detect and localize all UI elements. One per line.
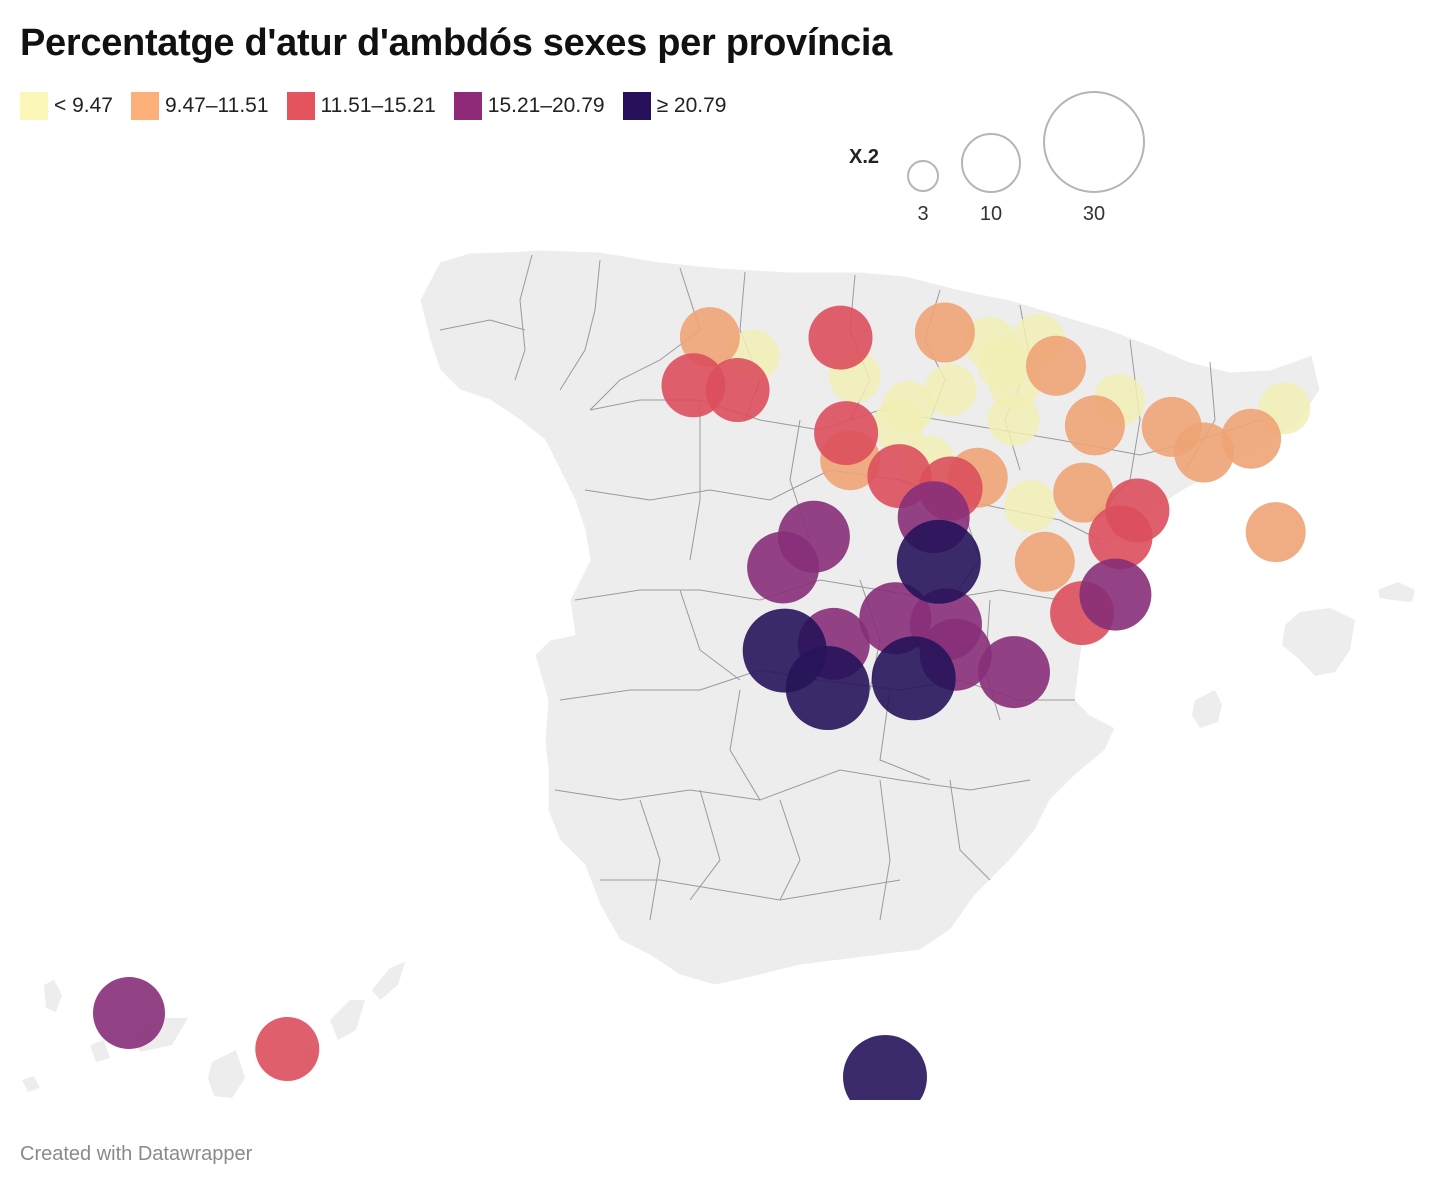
province-bubble[interactable]	[914, 302, 975, 363]
province-bubble[interactable]	[93, 977, 165, 1049]
size-legend-circle-medium	[961, 133, 1021, 193]
canary-island-shape	[208, 1050, 245, 1098]
province-bubble[interactable]	[1064, 395, 1125, 456]
province-border	[729, 689, 761, 801]
legend-item: < 9.47	[20, 92, 113, 120]
province-border	[514, 254, 533, 381]
province-bubble[interactable]	[872, 399, 925, 452]
province-bubble[interactable]	[1221, 408, 1282, 469]
province-border	[559, 259, 601, 391]
size-legend-circle-small	[907, 160, 939, 192]
color-legend: < 9.47 9.47–11.51 11.51–15.21 15.21–20.7…	[20, 92, 744, 120]
province-bubble[interactable]	[1174, 422, 1234, 483]
canary-island-shape	[44, 980, 62, 1012]
province-border	[639, 799, 661, 921]
size-legend-label: 30	[1082, 203, 1106, 225]
province-bubble[interactable]	[785, 646, 870, 730]
legend-swatch	[453, 92, 482, 120]
province-bubble[interactable]	[1014, 531, 1075, 592]
province-bubble[interactable]	[679, 307, 740, 368]
province-bubble[interactable]	[978, 636, 1050, 709]
canary-island-shape	[22, 1076, 40, 1092]
chart-title: Percentatge d'atur d'ambdós sexes per pr…	[20, 22, 892, 64]
legend-swatch	[286, 92, 315, 120]
size-legend-title: X.2	[849, 146, 880, 168]
bubble-layer	[93, 302, 1311, 1100]
province-bubble[interactable]	[255, 1017, 320, 1081]
legend-item: 15.21–20.79	[453, 92, 605, 120]
canary-island-shape	[330, 1000, 365, 1040]
province-bubble[interactable]	[808, 305, 873, 370]
province-border	[879, 779, 891, 921]
province-border	[779, 799, 801, 901]
province-bubble[interactable]	[747, 531, 820, 604]
legend-swatch	[20, 92, 48, 120]
province-bubble[interactable]	[1026, 335, 1086, 396]
province-border	[879, 689, 931, 781]
province-bubble[interactable]	[843, 1035, 927, 1100]
size-legend-label: 3	[917, 203, 929, 225]
legend-item: 11.51–15.21	[286, 92, 436, 120]
province-border	[439, 319, 526, 331]
province-bubble[interactable]	[705, 358, 770, 422]
province-bubble[interactable]	[1053, 462, 1114, 523]
province-bubble[interactable]	[871, 636, 956, 721]
mallorca-shape	[1282, 608, 1355, 676]
province-bubble[interactable]	[987, 393, 1040, 446]
province-bubble[interactable]	[1245, 502, 1306, 563]
legend-swatch	[622, 92, 651, 120]
province-bubble[interactable]	[814, 401, 879, 466]
province-border	[589, 267, 701, 411]
size-legend-circle-large	[1043, 91, 1145, 193]
province-border	[689, 400, 701, 561]
legend-label: 11.51–15.21	[320, 94, 436, 117]
ibiza-shape	[1192, 690, 1222, 728]
province-border	[679, 589, 741, 681]
province-border	[574, 579, 1061, 601]
canary-island-shape	[372, 962, 405, 1000]
legend-label: 9.47–11.51	[164, 94, 269, 117]
province-bubble[interactable]	[924, 364, 977, 416]
footer-credit: Created with Datawrapper	[20, 1143, 253, 1165]
legend-swatch	[130, 92, 159, 120]
province-bubble[interactable]	[1004, 480, 1057, 533]
legend-label: ≥ 20.79	[656, 94, 727, 117]
legend-label: 15.21–20.79	[487, 94, 605, 117]
province-bubble[interactable]	[1088, 505, 1153, 570]
province-border	[554, 769, 1031, 801]
legend-item: ≥ 20.79	[622, 92, 727, 120]
map	[22, 249, 1415, 1100]
size-legend-label: 10	[979, 203, 1003, 225]
province-border	[949, 779, 991, 881]
province-bubble[interactable]	[1079, 558, 1152, 631]
menorca-shape	[1378, 582, 1415, 602]
province-bubble[interactable]	[896, 519, 981, 604]
legend-item: 9.47–11.51	[130, 92, 269, 120]
legend-label: < 9.47	[54, 94, 113, 117]
canary-island-shape	[90, 1040, 110, 1062]
province-border	[600, 879, 901, 901]
